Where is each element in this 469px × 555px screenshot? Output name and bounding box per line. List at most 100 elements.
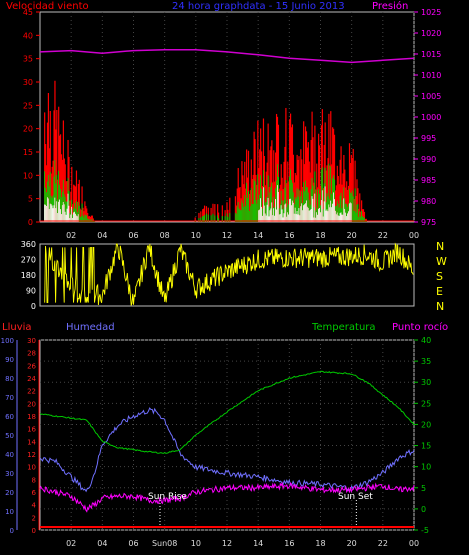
climate-grid (40, 339, 415, 531)
rain-tick-label: 4 (32, 502, 37, 510)
wind-x-tick-label: 04 (97, 231, 107, 240)
pressure-label: Presión (372, 0, 408, 12)
dewpoint-line (39, 481, 415, 513)
wind-x-tick-label: 18 (315, 231, 325, 240)
wind-tick-label: 10 (23, 171, 33, 180)
direction-tick-label: 0 (31, 302, 36, 311)
wind-x-tick-label: 00 (409, 231, 419, 240)
dewpoint-label: Punto rocío (392, 321, 448, 333)
direction-tick-label: 90 (26, 287, 36, 296)
climate-x-tick-label: 22 (378, 539, 388, 548)
wind-x-tick-label: 20 (347, 231, 357, 240)
direction-panel-frame (39, 243, 415, 307)
pressure-tick-label: 980 (421, 197, 436, 206)
pressure-tick-label: 975 (421, 218, 436, 227)
wind-tick-label: 45 (23, 8, 33, 17)
direction-tick-label: 360 (21, 240, 36, 249)
humidity-tick-label: 100 (1, 337, 14, 345)
wind-tick-label: 20 (23, 125, 33, 134)
humidity-tick-label: 80 (5, 375, 14, 383)
wind-x-tick-label: 14 (253, 231, 263, 240)
direction-axis-ticks: 0 90 180 270 360 (21, 240, 36, 311)
rain-tick-label: 30 (27, 337, 36, 345)
climate-x-tick-label: 14 (253, 539, 263, 548)
pressure-tick-label: 1025 (421, 8, 441, 17)
temp-tick-label: 0 (421, 505, 426, 514)
sunrise-label: Sun Rise (148, 492, 187, 502)
pressure-axis-ticks: 975 980 985 990 995 1000 1005 1010 1015 1020 1025 (414, 8, 441, 227)
rain-tick-label: 10 (27, 464, 36, 472)
temp-tick-label: 30 (421, 378, 431, 387)
rain-tick-label: 0 (32, 527, 36, 535)
wind-tick-label: 25 (23, 101, 33, 110)
climate-x-tick-label: 16 (284, 539, 294, 548)
climate-x-tick-label: 10 (191, 539, 201, 548)
wind-x-tick-label: 06 (128, 231, 138, 240)
wind-direction-line (44, 242, 414, 306)
wind-x-tick-label: 08 (160, 231, 170, 240)
wind-x-tick-label: 12 (222, 231, 232, 240)
temp-tick-label: -5 (421, 526, 429, 535)
climate-x-tick-label: Sun08 (152, 539, 177, 548)
compass-label: S (436, 270, 443, 283)
humidity-tick-label: 60 (5, 413, 14, 421)
rain-tick-label: 20 (27, 400, 36, 408)
compass-label: W (436, 255, 447, 268)
pressure-tick-label: 995 (421, 134, 436, 143)
humidity-tick-label: 30 (5, 470, 14, 478)
chart-title: 24 hora graphdata - 15 Junio 2013 (172, 1, 345, 12)
rain-tick-label: 12 (27, 451, 36, 459)
wind-tick-label: 40 (23, 31, 33, 40)
direction-data (44, 242, 414, 306)
temp-tick-label: 5 (421, 484, 426, 493)
wind-tick-label: 35 (23, 55, 33, 64)
pressure-tick-label: 1020 (421, 29, 441, 38)
climate-x-tick-label: 18 (315, 539, 325, 548)
compass-label: E (436, 285, 443, 298)
humidity-tick-label: 90 (5, 356, 14, 364)
climate-axes: 0102030405060708090100024681012141618202… (1, 336, 432, 535)
temp-tick-label: 35 (421, 357, 431, 366)
rain-tick-label: 22 (27, 388, 36, 396)
rain-tick-label: 14 (27, 438, 36, 446)
humidity-tick-label: 10 (5, 508, 14, 516)
pressure-tick-label: 1010 (421, 71, 441, 80)
humidity-tick-label: 40 (5, 451, 14, 459)
rain-tick-label: 26 (27, 362, 36, 370)
climate-data (39, 370, 415, 528)
temperature-line (39, 370, 415, 454)
sunset-label: Sun Set (338, 492, 373, 502)
pressure-tick-label: 1015 (421, 50, 441, 59)
temp-tick-label: 10 (421, 463, 431, 472)
pressure-tick-label: 1005 (421, 92, 441, 101)
pressure-tick-label: 1000 (421, 113, 441, 122)
wind-axis-ticks: 0 5 10 15 20 25 30 35 40 45 (23, 8, 40, 227)
rain-tick-label: 18 (27, 413, 36, 421)
humidity-tick-label: 70 (5, 394, 14, 402)
direction-tick-label: 180 (21, 271, 36, 280)
rain-tick-label: 6 (32, 489, 37, 497)
wind-panel-grid (70, 12, 415, 222)
rain-tick-label: 16 (27, 426, 36, 434)
wind-x-axis-ticks: 02 04 06 08 10 12 14 16 18 20 22 00 (66, 231, 419, 240)
wind-x-tick-label: 02 (66, 231, 76, 240)
humidity-tick-label: 50 (5, 432, 14, 440)
rain-tick-label: 28 (27, 350, 36, 358)
rain-tick-label: 8 (32, 476, 36, 484)
temp-tick-label: 15 (421, 442, 431, 451)
wind-x-tick-label: 10 (191, 231, 201, 240)
rain-label: Lluvia (2, 322, 32, 333)
pressure-tick-label: 990 (421, 155, 436, 164)
wind-tick-label: 15 (23, 148, 33, 157)
humidity-line (39, 407, 415, 493)
climate-x-tick-label: 20 (347, 539, 357, 548)
pressure-tick-label: 985 (421, 176, 436, 185)
temp-tick-label: 40 (421, 336, 431, 345)
temperature-label: Temperatura (311, 322, 376, 333)
compass-label: N (436, 240, 444, 253)
wind-panel-data (39, 49, 415, 222)
climate-x-tick-label: 12 (222, 539, 232, 548)
wind-x-tick-label: 16 (284, 231, 294, 240)
